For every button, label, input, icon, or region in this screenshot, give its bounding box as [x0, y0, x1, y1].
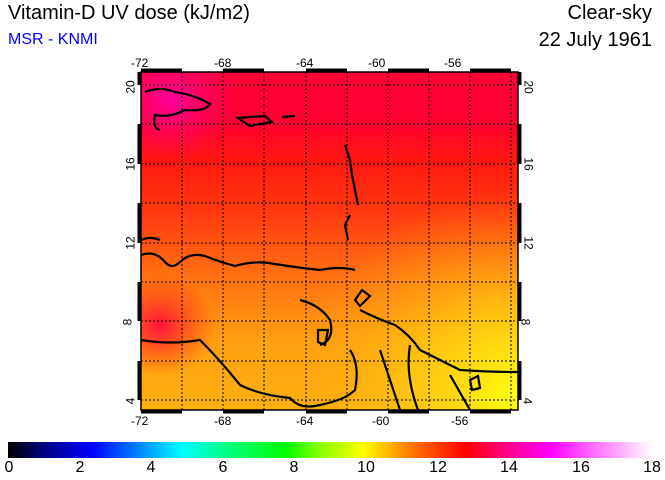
- uv-dose-map: [137, 68, 522, 414]
- map-title: Vitamin-D UV dose (kJ/m2): [8, 2, 250, 24]
- lat-tick-left: 16: [123, 157, 138, 171]
- lon-tick-top: -68: [214, 56, 232, 70]
- lon-tick-bottom: -72: [131, 414, 149, 428]
- lat-tick-right: 12: [521, 236, 536, 250]
- lat-tick-right: 16: [521, 157, 536, 171]
- colorbar-label: 18: [643, 459, 661, 476]
- lon-tick-bottom: -56: [451, 414, 469, 428]
- condition-label: Clear-sky: [567, 2, 652, 24]
- lon-tick-top: -60: [368, 56, 386, 70]
- lon-tick-bottom: -64: [296, 414, 314, 428]
- colorbar-label: 12: [429, 459, 447, 476]
- lon-tick-top: -56: [444, 56, 462, 70]
- graticule: [141, 72, 518, 410]
- lat-tick-right: 4: [520, 397, 535, 405]
- colorbar-label: 4: [146, 459, 156, 476]
- colorbar-label: 6: [218, 459, 228, 476]
- colorbar: [8, 442, 653, 458]
- source-label: MSR - KNMI: [8, 31, 98, 48]
- lat-tick-left: 4: [123, 397, 138, 405]
- lon-tick-top: -64: [296, 56, 314, 70]
- date-label: 22 July 1961: [538, 29, 652, 51]
- lat-tick-left: 12: [123, 236, 138, 250]
- colorbar-label: 2: [75, 459, 85, 476]
- dose-field: [141, 72, 518, 410]
- lat-tick-right: 8: [518, 318, 533, 326]
- colorbar-label: 16: [572, 459, 590, 476]
- lon-tick-bottom: -68: [214, 414, 232, 428]
- colorbar-label: 10: [357, 459, 375, 476]
- lat-tick-right: 20: [521, 80, 536, 94]
- lat-tick-left: 8: [120, 318, 135, 326]
- colorbar-label: 0: [4, 459, 14, 476]
- coastlines: [140, 87, 519, 411]
- colorbar-label: 8: [289, 459, 299, 476]
- lon-tick-bottom: -60: [372, 414, 390, 428]
- lat-tick-left: 20: [123, 80, 138, 94]
- colorbar-label: 14: [500, 459, 518, 476]
- lon-tick-top: -72: [131, 56, 149, 70]
- map-frame: [137, 68, 522, 414]
